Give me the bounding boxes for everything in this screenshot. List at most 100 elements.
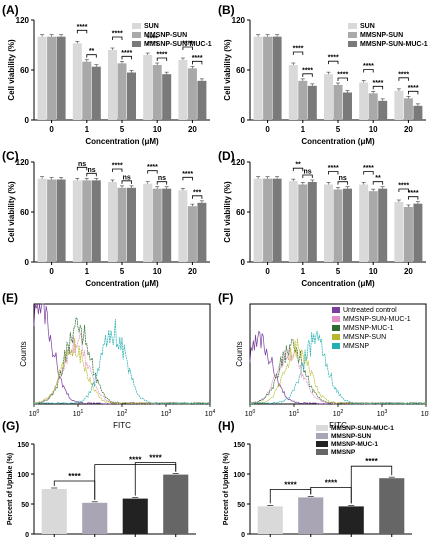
- panel-f-legend-swatch: [332, 307, 340, 313]
- panel-d-y-tick-label: 60: [236, 208, 245, 217]
- panel-c-bar: [187, 206, 197, 262]
- panel-a-significance-bracket: [121, 55, 132, 60]
- panel-c-bar: [162, 188, 172, 262]
- panel-a-x-tick-label: 5: [120, 125, 125, 134]
- panel-f-legend-label: MMSNP: [343, 343, 369, 350]
- panel-d-bar: [288, 181, 298, 262]
- panel-b-y-axis-label: Cell viability (%): [223, 39, 232, 101]
- panel-b-significance-label: ****: [363, 63, 374, 70]
- panel-d-significance-label: ns: [339, 175, 347, 182]
- panel-c-bar: [178, 190, 188, 262]
- panel-f-x-tick-label: 101: [289, 409, 300, 418]
- panel-d-significance-bracket: [292, 167, 304, 172]
- panel-d-bar: [307, 182, 317, 262]
- panel-d-significance-label: ****: [363, 165, 374, 172]
- panel-b-bar: [288, 65, 298, 120]
- panel-e-histogram-curve: [33, 338, 211, 405]
- panel-b-legend-swatch: [348, 41, 357, 47]
- panel-a-legend-swatch: [132, 32, 141, 38]
- panel-c-x-tick-label: 10: [153, 267, 162, 276]
- panel-b-significance-label: ****: [302, 67, 313, 74]
- panel-a-bar: [197, 80, 207, 120]
- panel-a-x-tick-label: 0: [49, 125, 54, 134]
- panel-f-x-axis-label: FITC: [329, 421, 347, 430]
- panel-d-x-axis-label: Concentration (μM): [301, 279, 375, 288]
- panel-c-bar: [127, 187, 136, 262]
- panel-d-bar: [368, 191, 378, 262]
- panel-c-bar: [152, 188, 162, 262]
- panel-b-y-tick-label: 0: [241, 116, 246, 125]
- panel-e-chart: 100 101 102 103 104 FITC Counts: [19, 303, 216, 430]
- panel-h-legend-swatch: [316, 441, 328, 447]
- panel-c-significance-bracket: [192, 195, 203, 199]
- panel-a-x-axis-label: Concentration (μM): [85, 137, 159, 146]
- panel-c-significance-label: ns: [78, 161, 86, 168]
- panel-a-significance-label: ****: [121, 50, 132, 57]
- panel-g-y-tick-label: 100: [17, 472, 29, 479]
- panel-a-y-tick-label: 120: [16, 16, 30, 25]
- panel-f-legend-label: Untreated control: [343, 307, 397, 314]
- panel-d-bar: [343, 188, 352, 262]
- panel-f-legend-swatch: [332, 334, 340, 340]
- panel-f-y-axis-label: Counts: [235, 341, 244, 366]
- panel-a-legend-swatch: [132, 41, 141, 47]
- panel-a-chart: 0 60 120 0 1 5 10 20 Concentration (μM) Cell viab…: [7, 16, 212, 146]
- panel-e-x-tick-label: 104: [205, 409, 216, 418]
- panel-g-significance-bracket: [134, 462, 177, 496]
- panel-a-bar: [127, 72, 136, 120]
- panel-d-bar: [324, 184, 333, 262]
- panel-e-x-tick-label: 103: [161, 409, 172, 418]
- panel-c-significance-bracket: [76, 166, 88, 171]
- panel-a-bar: [91, 66, 101, 120]
- panel-g-significance-label: ****: [129, 456, 142, 465]
- panel-b-y-tick-label: 120: [232, 16, 246, 25]
- panel-c-significance-label: ns: [158, 175, 166, 182]
- panel-b-bar: [413, 105, 423, 120]
- panel-e-x-tick-label: 100: [29, 409, 40, 418]
- panel-label-c: (C): [2, 149, 19, 163]
- panel-f-legend-label: MMSNP-SUN: [343, 334, 386, 341]
- panel-h-legend-label: MMSNP-MUC-1: [331, 441, 378, 448]
- panel-b-significance-bracket: [408, 90, 419, 95]
- panel-a-legend-label: SUN: [144, 23, 159, 30]
- panel-d-significance-bracket: [408, 196, 419, 200]
- panel-c-significance-label: ns: [87, 167, 95, 174]
- panel-b-bar: [253, 36, 263, 120]
- panel-label-g: (G): [2, 419, 19, 433]
- panel-d-bar: [298, 184, 308, 262]
- panel-a-significance-bracket: [76, 29, 88, 34]
- panel-b-legend-swatch: [348, 23, 357, 29]
- panel-c-bar: [56, 179, 66, 262]
- panel-a-x-tick-label: 1: [85, 125, 90, 134]
- panel-a-bar: [178, 60, 188, 120]
- panel-d-bar: [359, 184, 369, 262]
- panel-a-significance-label: ****: [182, 41, 193, 48]
- panel-h-legend-label: MMSNP-SUN: [331, 433, 371, 440]
- panel-c-significance-label: ns: [123, 174, 131, 181]
- panel-f-chart: 100 101 102 103 104 FITC Counts Untreated contr…: [235, 303, 429, 430]
- panel-g-y-axis-label: Percent of Uptake (%): [7, 453, 14, 525]
- panel-h-legend-swatch: [316, 433, 328, 439]
- panel-a-significance-bracket: [156, 57, 168, 61]
- panel-h-bar: [298, 497, 324, 534]
- panel-b-legend-swatch: [348, 32, 357, 38]
- panel-a-bar: [143, 55, 153, 120]
- panel-b-legend-label: MMSNP-SUN-MUC-1: [360, 41, 428, 48]
- panel-a-bar: [152, 65, 162, 120]
- panel-e-x-tick-label: 101: [73, 409, 84, 418]
- panel-c-significance-bracket: [156, 181, 168, 185]
- panel-g-bar: [41, 489, 67, 534]
- panel-c-x-axis-label: Concentration (μM): [85, 279, 159, 288]
- panel-c-bar: [143, 183, 153, 262]
- panel-d-significance-label: **: [295, 162, 301, 169]
- panel-d-significance-label: **: [375, 175, 381, 182]
- panel-d-bar: [394, 202, 404, 262]
- panel-c-significance-bracket: [182, 176, 193, 181]
- panel-h-y-tick-label: 50: [237, 502, 245, 509]
- panel-a-significance-label: ****: [77, 24, 88, 31]
- panel-d-significance-bracket: [398, 188, 409, 192]
- panel-b-significance-bracket: [372, 85, 384, 90]
